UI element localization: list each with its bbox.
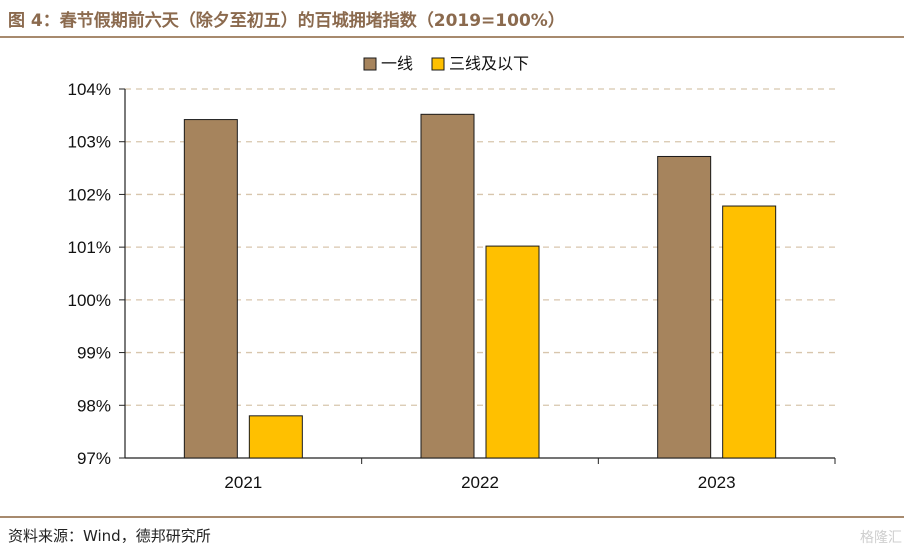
bottom-rule [0,516,904,518]
bar-tier3-2021 [248,415,303,459]
legend-label: 三线及以下 [449,54,529,73]
legend-swatch-tier1 [363,57,377,71]
y-tick-label: 97% [77,449,111,468]
source-note: 资料来源：Wind，德邦研究所 [8,527,211,545]
y-tick-label: 98% [77,396,111,415]
y-tick-label: 103% [68,133,111,152]
bar-tier1-2023 [657,155,712,459]
bar-tier3-2023 [722,205,777,459]
y-tick-label: 99% [77,344,111,363]
top-rule [0,36,904,38]
bar-tier1-2021 [183,119,238,459]
x-tick-label: 2023 [698,473,736,492]
legend-label: 一线 [381,54,413,73]
bar-chart: 97% 98% 99% 100% 101% 102% 103% 104% 2021 2022 202… [68,54,836,492]
bar-tier1-2022 [420,113,475,459]
legend-swatch-tier3 [431,57,445,71]
y-tick-label: 100% [68,291,111,310]
figure-title: 图 4：春节假期前六天（除夕至初五）的百城拥堵指数（2019=100%） [8,11,565,31]
x-tick-label: 2022 [461,473,499,492]
y-tick-label: 101% [68,238,111,257]
y-tick-label: 102% [68,185,111,204]
x-tick-label: 2021 [224,473,262,492]
bar-tier3-2022 [485,245,540,459]
watermark-logo: 格隆汇 [860,530,902,546]
y-tick-label: 104% [68,80,111,99]
